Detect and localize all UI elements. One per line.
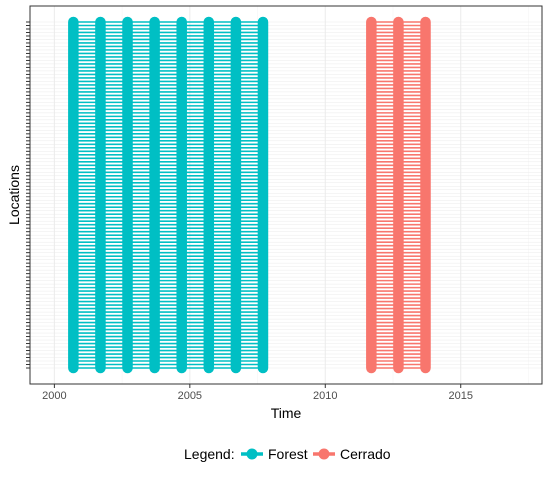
x-tick-label-0: 2000 bbox=[42, 390, 66, 402]
series-layer bbox=[68, 16, 431, 374]
plot-panel bbox=[30, 6, 542, 384]
plot-border bbox=[29, 5, 543, 385]
x-tick-label-1: 2005 bbox=[178, 390, 202, 402]
legend-title: Legend: bbox=[184, 446, 235, 462]
series-cerrado bbox=[366, 16, 431, 374]
series-forest bbox=[68, 16, 269, 374]
x-axis-title: Time bbox=[271, 405, 302, 421]
legend-key-cerrado-dot bbox=[318, 448, 330, 460]
y-axis-ticks bbox=[26, 21, 30, 369]
legend-label-forest: Forest bbox=[268, 446, 308, 462]
legend: Legend: Forest Cerrado bbox=[184, 446, 391, 462]
x-tick-label-2: 2010 bbox=[313, 390, 337, 402]
x-tick-label-3: 2015 bbox=[448, 390, 472, 402]
legend-label-cerrado: Cerrado bbox=[340, 446, 391, 462]
y-axis-title: Locations bbox=[6, 165, 22, 225]
legend-key-forest-dot bbox=[246, 448, 258, 460]
x-axis: 2000 2005 2010 2015 bbox=[42, 384, 473, 402]
